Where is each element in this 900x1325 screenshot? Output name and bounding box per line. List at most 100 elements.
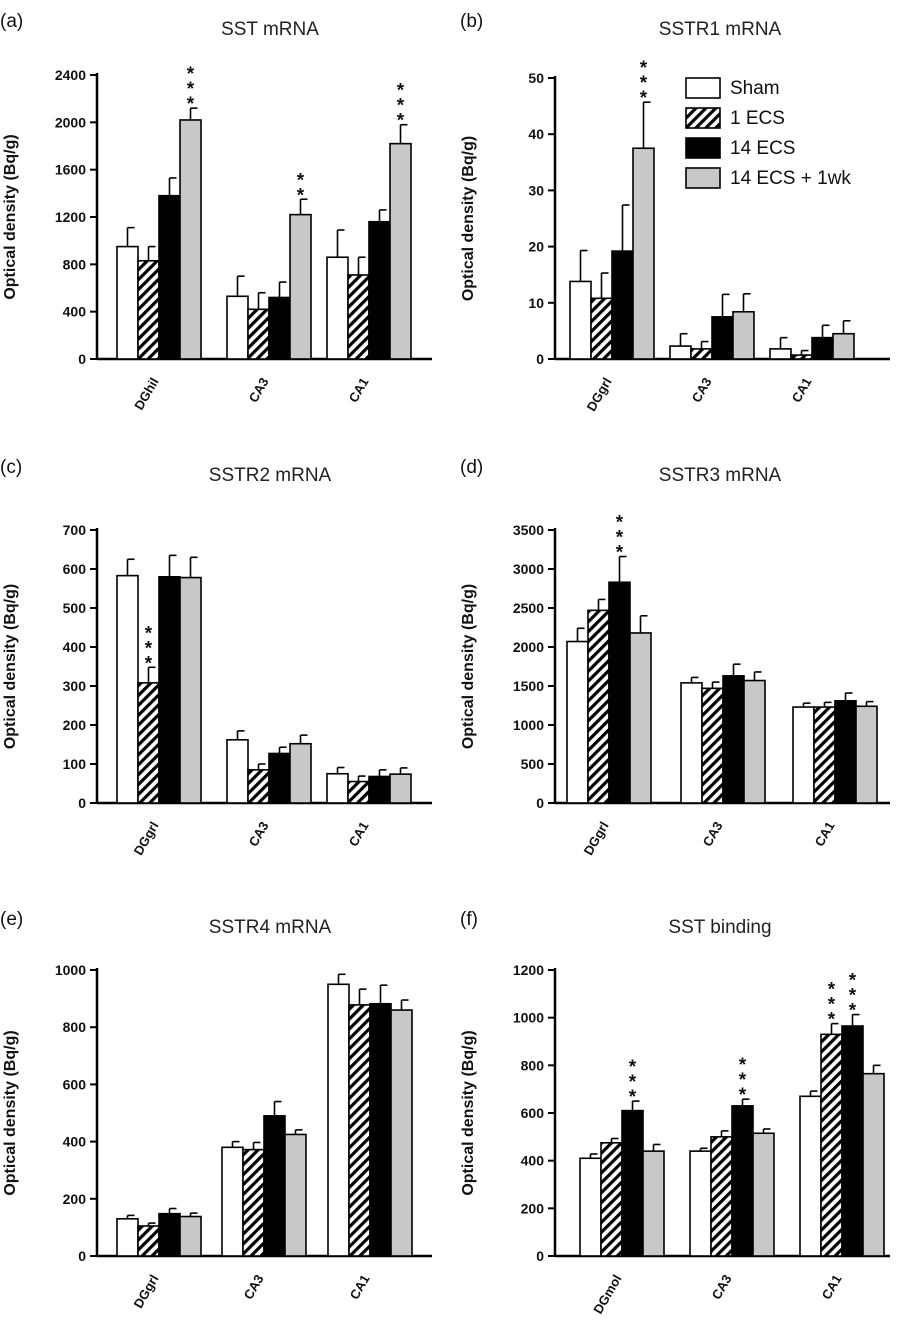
bar-ca1-4: [389, 773, 412, 804]
y-tick-label: 1600: [55, 162, 86, 178]
bar-ca3-1: [689, 1150, 712, 1257]
significance-stars: ***: [849, 971, 857, 1022]
y-tick-label: 1000: [55, 962, 86, 978]
y-tick-label: 1000: [513, 717, 544, 733]
y-tick-label: 3500: [513, 522, 544, 538]
x-tick-label: DGgrl: [131, 819, 162, 858]
x-tick-label: CA3: [700, 819, 726, 849]
y-axis-label: Optical density (Bq/g): [2, 584, 19, 749]
x-tick-label: DGgrl: [131, 1272, 162, 1311]
x-tick-label: CA1: [346, 819, 372, 849]
x-tick-label: CA3: [689, 375, 715, 405]
bar-ca3-1: [221, 1146, 244, 1257]
bar-ca1-2: [790, 354, 813, 360]
significance-stars: ***: [640, 58, 648, 109]
star: *: [739, 1070, 747, 1091]
star: *: [629, 1087, 637, 1108]
bar-dggrl-3: [611, 250, 634, 360]
x-tick-label: CA3: [246, 819, 272, 849]
legend-label: 14 ECS: [730, 138, 795, 159]
panel-a: (a) SST mRNA Optical density (Bq/g) 0 400 800…: [0, 11, 432, 413]
bar-ca1-4: [855, 705, 878, 804]
panel-label: (c): [0, 457, 22, 478]
y-tick-label: 3000: [513, 561, 544, 577]
bar-ca1-1: [792, 706, 815, 804]
y-tick-label: 20: [528, 239, 544, 255]
y-tick-label: 30: [528, 182, 544, 198]
panel-d: (d) SSTR3 mRNA Optical density (Bq/g) 0 500 1…: [460, 457, 890, 858]
bar-ca3-2: [710, 1136, 733, 1257]
x-tick-label: CA3: [246, 375, 272, 405]
y-tick-label: 600: [63, 1076, 87, 1092]
bar-dggrl-2: [587, 609, 610, 804]
star: *: [739, 1055, 747, 1076]
significance-stars: **: [297, 170, 305, 206]
bar-ca1-4: [862, 1072, 885, 1257]
star: *: [397, 111, 405, 132]
bar-dghil-1: [116, 245, 139, 360]
y-tick-label: 1000: [513, 1010, 544, 1026]
bar-ca3-2: [690, 348, 713, 360]
y-tick-label: 800: [521, 1057, 545, 1073]
panel-b: (b) SSTR1 mRNA Optical density (Bq/g) 0 10 20…: [460, 11, 890, 414]
legend-swatch: [685, 167, 721, 189]
bar-ca3-3: [722, 675, 745, 804]
bar-dggrl-1: [116, 574, 139, 804]
star: *: [397, 81, 405, 102]
star: *: [397, 96, 405, 117]
bar-dgmol-4: [642, 1150, 665, 1257]
y-tick-label: 50: [528, 70, 544, 86]
panel-label: (d): [460, 457, 483, 478]
y-tick-label: 400: [521, 1153, 545, 1169]
bar-ca3-1: [680, 682, 703, 804]
y-tick-label: 2400: [55, 67, 86, 83]
panel-f: (f) SST binding Optical density (Bq/g) 0 200…: [460, 909, 890, 1316]
star: *: [849, 986, 857, 1007]
bar-ca1-2: [347, 780, 370, 804]
bar-ca1-4: [389, 142, 412, 360]
bar-ca3-2: [701, 687, 724, 804]
bar-ca1-3: [841, 1025, 864, 1257]
x-tick-label: CA1: [812, 819, 838, 849]
bar-dghil-3: [158, 194, 181, 360]
bar-ca1-2: [813, 706, 836, 804]
y-tick-label: 2500: [513, 600, 544, 616]
chart-title: SST mRNA: [221, 19, 319, 40]
star: *: [297, 185, 305, 206]
y-tick-label: 2000: [55, 114, 86, 130]
x-tick-label: CA3: [709, 1272, 735, 1302]
significance-stars: ***: [739, 1055, 747, 1106]
bar-dggrl-3: [158, 575, 181, 804]
bar-dggrl-3: [608, 581, 631, 804]
star: *: [187, 79, 195, 100]
y-tick-label: 1200: [55, 209, 86, 225]
bar-dggrl-1: [566, 640, 589, 804]
bar-dggrl-4: [179, 576, 202, 804]
bar-dggrl-2: [137, 682, 160, 804]
y-tick-label: 100: [63, 756, 87, 772]
chart-title: SST binding: [668, 917, 771, 938]
y-tick-label: 400: [63, 304, 87, 320]
star: *: [739, 1085, 747, 1106]
star: *: [297, 170, 305, 191]
bar-dggrl-2: [137, 1225, 160, 1257]
y-tick-label: 400: [63, 1134, 87, 1150]
bar-ca3-3: [268, 296, 291, 360]
bar-dggrl-1: [569, 280, 592, 360]
y-axis-label: Optical density (Bq/g): [2, 134, 19, 299]
bar-ca1-2: [347, 274, 370, 360]
x-tick-label: CA3: [241, 1272, 267, 1302]
y-tick-label: 0: [536, 351, 544, 367]
bar-dgmol-3: [621, 1109, 644, 1257]
bar-ca3-1: [226, 739, 249, 804]
bar-ca1-3: [369, 1002, 392, 1257]
bar-ca3-3: [268, 752, 291, 804]
star: *: [640, 73, 648, 94]
bar-ca1-3: [368, 775, 391, 804]
bar-ca1-1: [327, 983, 350, 1257]
bar-ca1-2: [820, 1033, 843, 1257]
bar-ca1-3: [368, 220, 391, 360]
legend-swatch: [685, 137, 721, 159]
significance-stars: ***: [187, 64, 195, 115]
